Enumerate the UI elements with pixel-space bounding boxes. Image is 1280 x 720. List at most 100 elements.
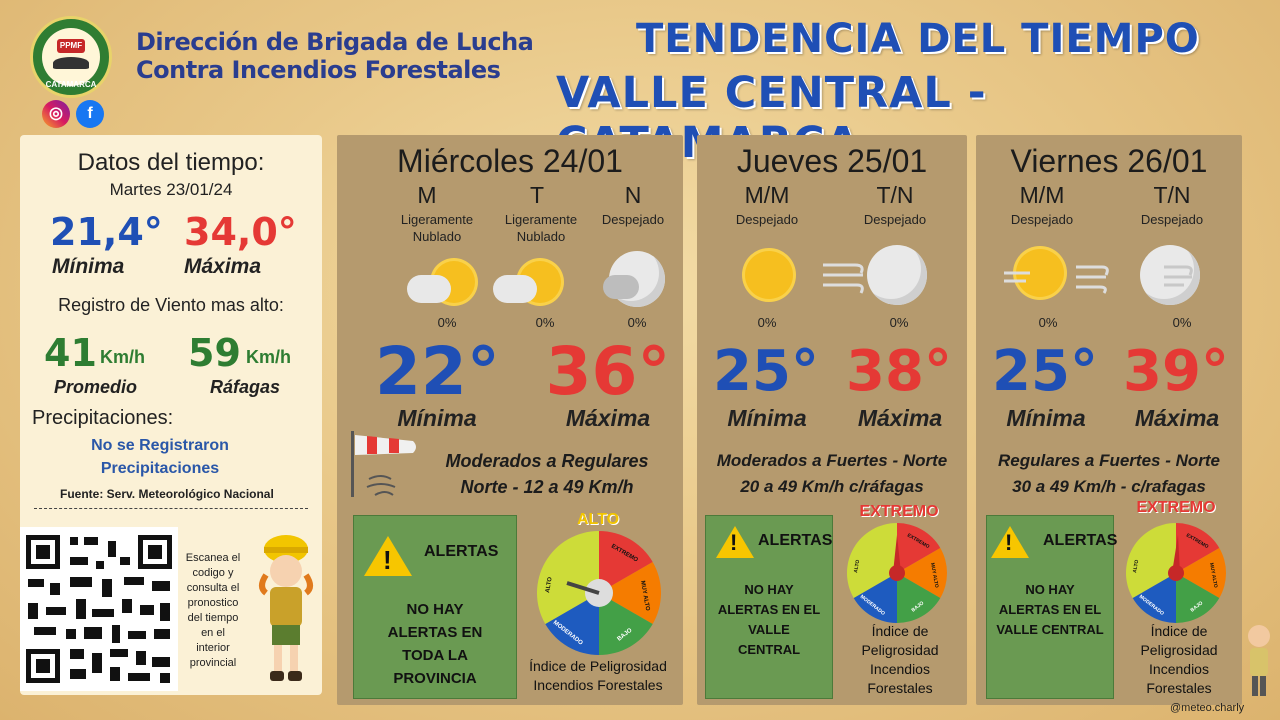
forecast-day-panel: Miércoles 24/01 M T N Ligeramente Nublad… — [337, 135, 683, 705]
precip-chance: 0% — [437, 315, 457, 330]
max-temp-value: 34,0° — [184, 210, 297, 254]
partly-cloudy-sun-icon — [407, 255, 487, 315]
index-caption-line: Peligrosidad — [1140, 642, 1218, 658]
alert-line: VALLE — [748, 622, 790, 637]
alert-line: PROVINCIA — [393, 670, 477, 687]
period-description: Despejado — [1140, 212, 1204, 227]
instagram-icon[interactable]: ◎ — [42, 100, 70, 128]
index-caption-line: Índice de — [871, 623, 929, 639]
fire-danger-gauge: EXTREMO MUY ALTO ALTO MODERADO BAJO — [537, 531, 661, 655]
fire-danger-gauge: EXTREMO MUY ALTO ALTO MODERADO BAJO — [847, 523, 947, 623]
facebook-icon[interactable]: f — [76, 100, 104, 128]
period-desc-line: Ligeramente — [504, 212, 578, 227]
data-source: Fuente: Serv. Meteorológico Nacional — [60, 487, 274, 501]
min-temp-value: 21,4° — [50, 210, 163, 254]
wind-forecast: Regulares a Fuertes - Norte 30 a 49 Km/h… — [976, 448, 1242, 500]
windy-sun-icon — [1002, 245, 1112, 309]
precip-chance: 0% — [1172, 315, 1192, 330]
index-caption-line: Incendios Forestales — [533, 677, 663, 693]
author-avatar-icon — [1248, 625, 1270, 696]
gauge-label-muy-alto: MUY ALTO — [1208, 562, 1218, 588]
wind-line: Moderados a Fuertes - Norte — [716, 451, 948, 470]
period-description: Despejado — [1010, 212, 1074, 227]
min-label: Mínima — [727, 405, 807, 431]
min-temp-label: Mínima — [52, 255, 125, 278]
min-label: Mínima — [1006, 405, 1086, 431]
wind-forecast: Moderados a Regulares Norte - 12 a 49 Km… — [417, 448, 677, 500]
alert-line: CENTRAL — [737, 642, 801, 657]
index-caption-line: Índice de — [1150, 623, 1208, 639]
min-label: Mínima — [397, 405, 477, 431]
qr-code[interactable] — [20, 527, 178, 691]
alert-title: ALERTAS — [1043, 532, 1118, 549]
alert-line: ALERTAS EN — [387, 624, 483, 641]
precip-line2: Precipitaciones — [100, 460, 220, 477]
qr-caption-line: consulta el — [186, 582, 240, 594]
qr-caption-line: Escanea el — [185, 552, 241, 564]
gauge-label-muy-alto: MUY ALTO — [929, 562, 939, 588]
current-weather-panel: Datos del tiempo: Martes 23/01/24 21,4° … — [20, 135, 322, 695]
wind-line: 30 a 49 Km/h - c/rafagas — [1012, 477, 1206, 496]
alert-line: NO HAY — [744, 582, 794, 597]
period-desc-line: Nublado — [516, 229, 566, 244]
index-caption: Índice de Peligrosidad Incendios Foresta… — [837, 622, 963, 698]
forecast-day-panel: Viernes 26/01 M/M T/N Despejado Despejad… — [976, 135, 1242, 705]
period-description: Despejado — [587, 211, 679, 228]
alert-box: ! ALERTAS NO HAY ALERTAS EN TODA LA PROV… — [353, 515, 517, 699]
precip-chance: 0% — [757, 315, 777, 330]
wind-avg-value: 41 — [44, 331, 97, 375]
precip-chance: 0% — [535, 315, 555, 330]
ranger-mascot-icon — [259, 535, 313, 681]
wind-gust-unit: Km/h — [246, 347, 291, 367]
precip-title: Precipitaciones: — [32, 407, 174, 429]
index-caption-line: Forestales — [867, 680, 933, 696]
cloudy-moon-icon — [599, 251, 669, 313]
period-label: M — [417, 182, 437, 208]
max-temp: 38° — [846, 339, 952, 404]
min-temp: 25° — [992, 339, 1098, 404]
alert-line: NO HAY — [406, 601, 464, 618]
wind-avg-unit: Km/h — [100, 347, 145, 367]
alert-line: VALLE CENTRAL — [996, 622, 1104, 637]
wind-line: 20 a 49 Km/h c/ráfagas — [740, 477, 924, 496]
index-caption-line: Incendios — [1149, 661, 1209, 677]
alert-line: ALERTAS EN EL — [998, 602, 1102, 617]
day-title: Viernes 26/01 — [1010, 143, 1208, 179]
alert-message: NO HAY ALERTAS EN EL VALLE CENTRAL — [706, 580, 832, 660]
gauge-label-alto: ALTO — [1132, 559, 1140, 573]
sun-icon — [739, 245, 799, 305]
divider — [34, 508, 308, 509]
alert-title: ALERTAS — [758, 532, 833, 549]
max-temp: 36° — [545, 333, 671, 410]
index-caption-line: Incendios — [870, 661, 930, 677]
precip-line1: No se Registraron — [91, 437, 229, 454]
windy-moon-icon — [821, 245, 931, 309]
max-temp-label: Máxima — [184, 255, 262, 278]
alert-box: ! ALERTAS NO HAY ALERTAS EN EL VALLE CEN… — [986, 515, 1118, 699]
warning-icon — [716, 526, 754, 558]
alert-line: ALERTAS EN EL — [717, 602, 821, 617]
period-description: Despejado — [735, 212, 799, 227]
period-description: Despejado — [863, 212, 927, 227]
windsock-icon — [351, 431, 416, 497]
wind-avg-label: Promedio — [54, 377, 138, 397]
windy-moon-icon — [1136, 245, 1206, 309]
danger-level: EXTREMO — [1136, 499, 1216, 516]
org-name-line1: Dirección de Brigada de Lucha — [136, 28, 534, 56]
wind-line: Norte - 12 a 49 Km/h — [460, 477, 634, 497]
main-title-line1: TENDENCIA DEL TIEMPO — [636, 16, 1200, 62]
index-caption-line: Índice de Peligrosidad — [529, 658, 667, 674]
fire-danger-gauge: EXTREMO MUY ALTO ALTO MODERADO BAJO — [1126, 523, 1226, 623]
qr-caption-line: pronostico — [187, 597, 239, 609]
min-temp: 22° — [375, 333, 500, 410]
max-temp: 39° — [1123, 339, 1229, 404]
wind-line: Moderados a Regulares — [445, 451, 649, 471]
eagle-icon — [53, 57, 89, 69]
logo-text: CATAMARCA — [45, 80, 97, 89]
danger-level: EXTREMO — [859, 503, 939, 520]
wind-forecast: Moderados a Fuertes - Norte 20 a 49 Km/h… — [697, 448, 967, 500]
current-weather-title: Datos del tiempo: — [77, 149, 265, 176]
warning-icon — [991, 526, 1029, 558]
index-caption: Índice de Peligrosidad Incendios Foresta… — [513, 657, 683, 695]
wind-gust-value: 59 — [188, 331, 241, 375]
